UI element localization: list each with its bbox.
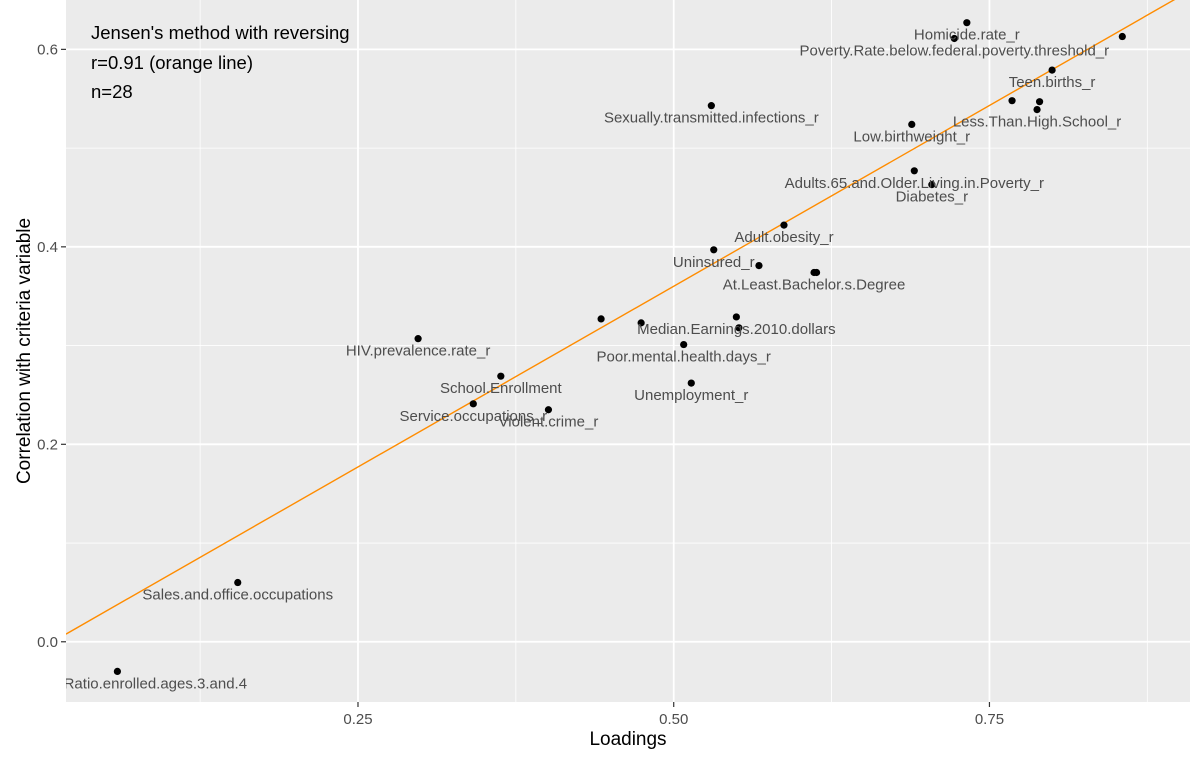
data-point [908,120,916,129]
point-label: Sexually.transmitted.infections_r [604,110,819,127]
data-point [469,400,477,408]
point-label: Uninsured_r [673,254,755,271]
x-tick-label: 0.50 [659,711,688,728]
point-label: At.Least.Bachelor.s.Degree [723,277,906,294]
point-label: Adults.65.and.Older.Living.in.Poverty_r [785,175,1044,192]
point-label: Enrollment.Ratio.enrolled.ages.3.and.4 [0,675,247,692]
data-point [234,578,242,587]
data-point [544,406,553,414]
data-point [597,315,605,323]
annotation-line-3: n=28 [91,81,133,102]
y-tick-label: 0.2 [37,436,58,453]
point-label: Unemployment_r [634,387,748,404]
data-point [1008,97,1016,105]
annotation-line-1: Jensen's method with reversing [91,22,350,43]
point-label: Diabetes_r [896,189,969,206]
data-point [735,324,743,332]
fit-line [66,0,1176,635]
data-point [113,667,122,675]
point-labels: Enrollment.Ratio.enrolled.ages.3.and.4 Sa… [0,27,1121,693]
point-label: Poverty.Rate.below.federal.poverty.thres… [800,43,1110,60]
data-point [1033,105,1041,114]
point-label: Service.occupations_r [400,408,548,425]
minor-gridlines [66,0,1190,702]
x-axis: 0.25 0.50 0.75 [343,702,1004,728]
annotation-line-2: r=0.91 (orange line) [91,52,253,73]
point-label: Less.Than.High.School_r [953,114,1121,131]
y-tick-label: 0.4 [37,239,58,256]
x-tick-label: 0.75 [975,711,1004,728]
point-label: HIV.prevalence.rate_r [346,343,491,360]
data-point [928,181,936,189]
data-point [910,167,918,175]
y-axis-title: Correlation with criteria variable [14,218,35,484]
data-point [1118,32,1126,41]
major-gridlines [66,0,1190,702]
data-point [950,34,958,43]
point-label: Violent.crime_r [499,414,599,431]
plot-panel [66,0,1190,702]
data-point [687,379,695,387]
y-tick-label: 0.6 [37,41,58,58]
data-point [497,372,505,380]
data-point [680,340,688,349]
data-point [780,221,788,229]
data-point [732,313,740,321]
point-label: Adult.obesity_r [734,229,833,246]
x-tick-label: 0.25 [343,711,372,728]
y-tick-label: 0.0 [37,634,58,651]
data-point [637,319,645,327]
y-axis: 0.0 0.2 0.4 0.6 [37,41,66,651]
point-label: Median.Earnings.2010.dollars [637,321,835,338]
annotation-text: Jensen's method with reversing r=0.91 (o… [91,22,350,102]
data-point [707,102,715,110]
x-axis-title: Loadings [589,729,666,750]
point-label: School.Enrollment [440,380,563,397]
point-label: Homicide.rate_r [914,27,1020,44]
data-points [113,19,1126,675]
data-point [414,335,422,343]
point-label: Sales.and.office.occupations [142,587,333,604]
point-label: Poor.mental.health.days_r [597,349,771,366]
data-point [1035,98,1044,106]
data-point [812,268,821,277]
data-point [1048,66,1056,74]
data-point [755,261,763,270]
point-label: Low.birthweight_r [853,128,970,145]
data-point [710,246,718,254]
data-point [963,19,971,27]
point-label: Teen.births_r [1009,74,1096,91]
